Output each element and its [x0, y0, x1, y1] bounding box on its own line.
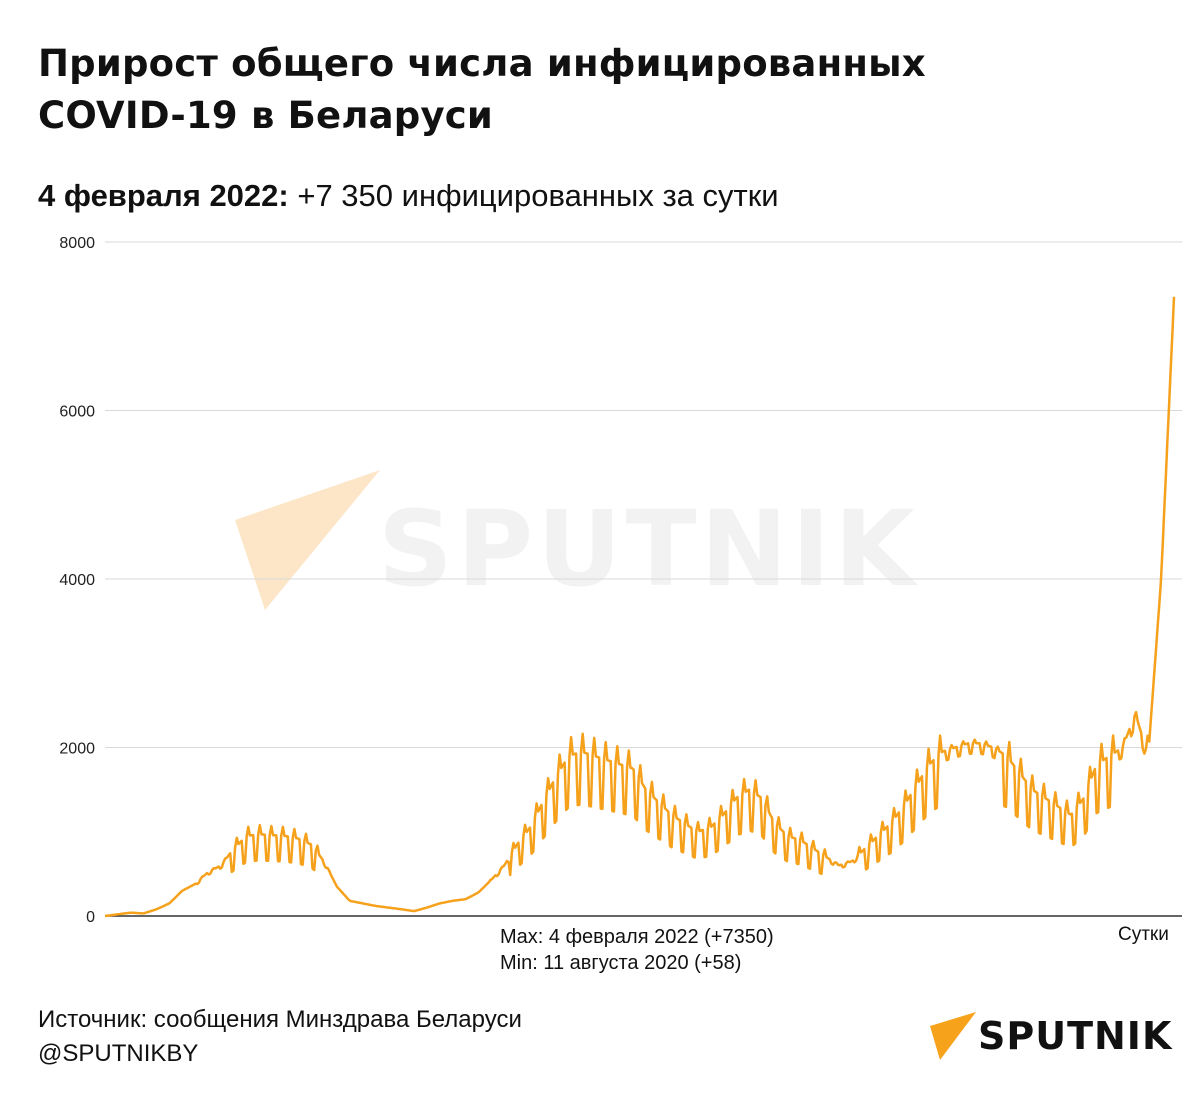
chart-title-line-2: COVID-19 в Беларуси [38, 94, 494, 137]
y-tick-label: 0 [86, 909, 95, 926]
y-tick-label: 4000 [59, 572, 95, 589]
subtitle-date: 4 февраля 2022: [38, 178, 289, 213]
sputnik-logo-icon [930, 1012, 976, 1060]
series-line [104, 296, 1176, 918]
x-axis-label: Сутки [1118, 924, 1169, 945]
chart-title-line-1: Прирост общего числа инфицированных [38, 42, 926, 85]
chart-subtitle: 4 февраля 2022: +7 350 инфицированных за… [38, 176, 779, 216]
y-tick-label: 6000 [59, 404, 95, 421]
line-chart: 0 2000 4000 6000 8000 [59, 235, 1182, 926]
source-text: Источник: сообщения Минздрава Беларуси [38, 1006, 522, 1033]
y-tick-label: 2000 [59, 741, 95, 758]
logo-text: SPUTNIK [978, 1014, 1173, 1058]
max-annotation: Max: 4 февраля 2022 (+7350) [500, 926, 774, 948]
min-annotation: Min: 11 августа 2020 (+58) [500, 952, 742, 974]
subtitle-value: +7 350 инфицированных за сутки [288, 178, 779, 213]
chart-title: Прирост общего числа инфицированных COVI… [38, 38, 1138, 142]
social-handle: @SPUTNIKBY [38, 1040, 199, 1067]
y-tick-label: 8000 [59, 235, 95, 252]
sputnik-logo: SPUTNIK [928, 1008, 1178, 1064]
